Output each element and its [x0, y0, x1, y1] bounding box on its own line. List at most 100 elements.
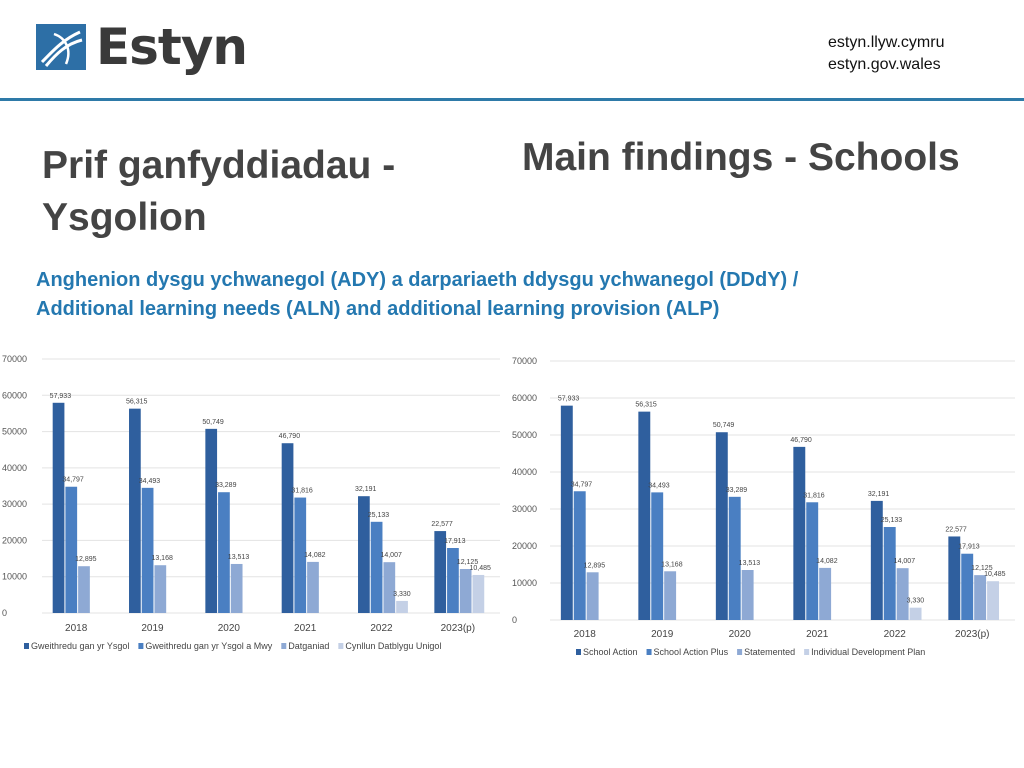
bar-2 [586, 572, 599, 620]
aln-chart-english: 0 10000 20000 30000 40000 50000 60000 70000 57,9… [512, 356, 1015, 657]
url-english[interactable]: estyn.gov.wales [828, 56, 941, 73]
x-category-label: 2018 [65, 623, 88, 634]
bar-data-label: 13,168 [661, 561, 683, 568]
url-welsh[interactable]: estyn.llyw.cymru [828, 34, 945, 51]
y-tick-label: 40000 [2, 463, 27, 473]
bar-3 [987, 581, 1000, 620]
page-title-english: Main findings - Schools [522, 136, 960, 179]
bar-0 [358, 496, 370, 613]
bar-data-label: 14,082 [816, 558, 838, 565]
bar-1 [961, 553, 974, 620]
bar-data-label: 22,577 [945, 526, 967, 533]
estyn-logo: Estyn [36, 18, 248, 76]
bar-data-label: 3,330 [907, 598, 925, 605]
subtitle-line-english: Additional learning needs (ALN) and addi… [36, 298, 720, 320]
bar-data-label: 13,513 [228, 554, 250, 561]
bar-2 [383, 562, 396, 613]
bar-1 [728, 496, 741, 620]
legend-swatch [281, 643, 287, 649]
bar-2 [459, 569, 472, 613]
legend-label: Gweithredu gan yr Ysgol [31, 641, 129, 651]
bar-data-label: 14,007 [894, 558, 916, 565]
bar-data-label: 12,125 [457, 559, 479, 566]
bar-1 [883, 527, 896, 620]
bar-data-label: 13,513 [739, 560, 761, 567]
bar-data-label: 50,749 [713, 422, 735, 429]
subtitle-line-welsh: Anghenion dysgu ychwanegol (ADY) a darpa… [36, 269, 799, 291]
bar-0 [560, 405, 573, 620]
estyn-logo-text: Estyn [96, 18, 248, 76]
legend-swatch [576, 649, 581, 655]
bar-data-label: 57,933 [558, 396, 580, 403]
legend-swatch [338, 643, 344, 649]
bar-data-label: 32,191 [868, 491, 890, 498]
bar-1 [573, 491, 586, 620]
x-category-label: 2019 [651, 629, 674, 640]
page-title-welsh: Prif ganfyddiadau - Ysgolion [42, 144, 396, 239]
bar-data-label: 17,913 [958, 544, 980, 551]
bar-1 [447, 548, 459, 613]
bar-data-label: 17,913 [444, 538, 466, 545]
bar-0 [793, 446, 806, 620]
bar-2 [819, 567, 832, 620]
bar-0 [870, 500, 883, 620]
bar-data-label: 14,007 [380, 552, 402, 559]
y-tick-label: 50000 [512, 430, 537, 440]
bar-data-label: 25,133 [368, 512, 390, 519]
x-category-label: 2020 [729, 629, 752, 640]
legend-label: Datganiad [288, 641, 329, 651]
bar-data-label: 3,330 [393, 591, 411, 598]
bar-1 [651, 492, 664, 620]
bar-data-label: 12,125 [971, 565, 993, 572]
bar-1 [294, 497, 307, 613]
y-tick-label: 60000 [512, 393, 537, 403]
bar-2 [154, 565, 167, 613]
bar-3 [396, 600, 408, 613]
bar-2 [307, 561, 319, 613]
bar-1 [65, 486, 78, 613]
bar-data-label: 14,082 [304, 552, 326, 559]
bar-2 [78, 566, 90, 613]
bar-0 [129, 408, 141, 613]
x-category-label: 2021 [294, 623, 317, 634]
x-category-label: 2022 [370, 623, 393, 634]
bar-data-label: 56,315 [635, 402, 657, 409]
legend-swatch [804, 649, 810, 655]
bar-1 [141, 487, 154, 613]
bar-data-label: 57,933 [50, 393, 72, 400]
y-tick-label: 70000 [512, 356, 537, 366]
x-category-label: 2019 [141, 623, 164, 634]
bar-0 [52, 402, 65, 613]
bar-0 [638, 411, 651, 620]
legend-label: Cynllun Datblygu Unigol [345, 641, 441, 651]
y-tick-label: 30000 [2, 499, 27, 509]
x-category-label: 2023(p) [441, 623, 475, 634]
y-tick-label: 30000 [512, 504, 537, 514]
legend-label: School Action [583, 647, 638, 657]
y-tick-label: 40000 [512, 467, 537, 477]
bar-data-label: 34,493 [648, 482, 670, 489]
bar-0 [948, 536, 961, 620]
bar-2 [896, 568, 909, 620]
bar-0 [434, 531, 447, 613]
bar-0 [281, 443, 294, 613]
bar-data-label: 56,315 [126, 399, 148, 406]
bar-1 [218, 492, 230, 613]
bar-data-label: 12,895 [584, 562, 606, 569]
section-subtitle: Anghenion dysgu ychwanegol (ADY) a darpa… [36, 266, 996, 324]
estyn-logo-mark-icon [36, 24, 86, 70]
bar-data-label: 13,168 [151, 555, 173, 562]
x-category-label: 2021 [806, 629, 829, 640]
bar-data-label: 31,816 [803, 492, 825, 499]
bar-data-label: 31,816 [291, 488, 313, 495]
bar-data-label: 33,289 [215, 482, 237, 489]
bar-0 [205, 428, 218, 613]
x-category-label: 2023(p) [955, 629, 989, 640]
legend-swatch [646, 649, 652, 655]
y-tick-label: 60000 [2, 390, 27, 400]
bar-0 [715, 432, 728, 620]
legend-swatch [737, 649, 743, 655]
bar-3 [909, 607, 922, 620]
bar-2 [230, 563, 243, 613]
bar-1 [806, 502, 819, 620]
